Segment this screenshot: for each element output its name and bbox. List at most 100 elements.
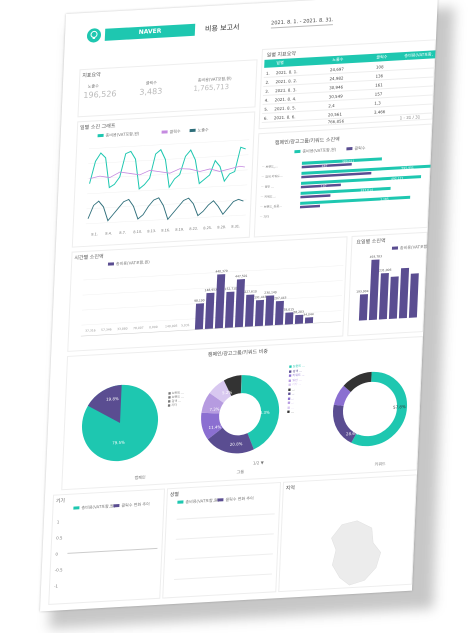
ad-group-bars-svg: ㅡ 브랜드_... ㅡ 검색 키워드... ㅡ 일반 ... ㅡ 키워드 ... ㅡ … bbox=[260, 157, 432, 220]
legend-clicks: 클릭수 bbox=[169, 128, 181, 135]
bar-label: 337,614 bbox=[360, 188, 373, 193]
weekday-bar bbox=[378, 272, 389, 320]
legend-clicks: 클릭수 변화 추이 bbox=[225, 495, 254, 503]
hourly-chart-svg: 98,100 148,953 440,379 152,710 447,501 2… bbox=[80, 265, 344, 337]
bar-cost bbox=[301, 157, 382, 165]
row-date: 2021. 8. 6. bbox=[273, 114, 296, 121]
pie-campaign: 79.5% 19.8% bbox=[81, 384, 159, 462]
pie-pager[interactable]: 1/2 ▼ bbox=[252, 459, 264, 466]
y-tick: 0.5 bbox=[56, 535, 63, 541]
donut-slice bbox=[332, 371, 408, 447]
bar-label: 193,004 bbox=[356, 289, 369, 294]
x-tick: 8.16. bbox=[161, 228, 170, 232]
row-impressions: 24,697 bbox=[329, 66, 345, 73]
pie-section-title: 캠페인/광고그룹/키워드 비중 bbox=[207, 348, 269, 359]
x-tick: 8.7. bbox=[119, 231, 126, 235]
legend-swatch-cost bbox=[107, 262, 115, 266]
bar-label: 57,346 bbox=[101, 327, 112, 332]
trend-chart-title: 일별 소진 그래프 bbox=[79, 123, 116, 132]
table-pager[interactable]: 1 - 31 / 31 bbox=[399, 114, 421, 121]
pie1-legend: ■ 브랜드 ... ■ 브랜드 ... ■ 검색 ... ■ 기타 bbox=[167, 390, 185, 408]
hour-bar bbox=[234, 278, 245, 328]
row-impressions: 20,561 bbox=[327, 111, 343, 118]
donut-label: 7.3% bbox=[209, 406, 220, 412]
col-header-date[interactable]: 일별 bbox=[276, 59, 284, 66]
bar-label: 487 bbox=[322, 164, 328, 168]
report-header: NAVER 비용 보고서 2021. 8. 1. - 2021. 8. 31. bbox=[64, 0, 438, 54]
legend-swatch-cost bbox=[97, 133, 104, 138]
kpi-title: 지표요약 bbox=[82, 72, 101, 80]
daily-table-body: 1. 2021. 8. 1. 24,697 108 2. 2021. 8. 2. 24,9… bbox=[261, 59, 437, 124]
hour-bar bbox=[294, 314, 304, 325]
page-title: 비용 보고서 bbox=[204, 23, 240, 34]
bar-label: 0,000 bbox=[149, 325, 158, 329]
legend-swatch-clicks bbox=[161, 130, 168, 134]
x-tick: 8.4. bbox=[105, 231, 112, 235]
region-panel: 지역 bbox=[278, 474, 418, 593]
weekday-bar bbox=[368, 259, 380, 321]
legend-clicks: 클릭수 변화 추이 bbox=[121, 501, 150, 508]
row-impressions: 24,982 bbox=[329, 75, 344, 82]
weekday-chart-panel: 요일별 소진액 총비용(VAT포함,원) 493,783 193,004 231… bbox=[347, 231, 434, 337]
pie-slice bbox=[87, 384, 122, 423]
x-tick: 8.1. bbox=[91, 232, 98, 236]
legend-swatch-cost bbox=[177, 500, 184, 504]
bar-label: 58,283 bbox=[293, 310, 304, 315]
hour-bar bbox=[254, 299, 265, 327]
bar-label: 227,610 bbox=[244, 289, 257, 294]
x-tick: 8.10. bbox=[133, 230, 142, 234]
row-clicks: 157 bbox=[374, 91, 383, 97]
svg-text:ㅡ 키워드 ...: ㅡ 키워드 ... bbox=[260, 193, 276, 199]
hour-bar bbox=[274, 300, 284, 326]
hour-bar bbox=[214, 274, 226, 329]
kpi-impressions-value: 196,526 bbox=[83, 89, 117, 101]
bar-label: 207,443 bbox=[274, 296, 287, 301]
col-header-clicks[interactable]: 클릭수 bbox=[376, 54, 388, 60]
bar-label: 33,880 bbox=[117, 327, 128, 332]
row-date: 2021. 8. 3. bbox=[275, 87, 297, 94]
legend-impressions: 노출수 bbox=[197, 127, 209, 133]
y-tick: -1 bbox=[53, 583, 59, 589]
hour-bar bbox=[204, 292, 215, 330]
row-impressions: 30,549 bbox=[328, 93, 343, 100]
bar-label: 493,783 bbox=[370, 254, 383, 259]
row-clicks: 3,466 bbox=[373, 109, 386, 115]
report-sheet: NAVER 비용 보고서 2021. 8. 1. - 2021. 8. 31. … bbox=[39, 0, 438, 612]
svg-text:ㅡ 브랜드_상품...: ㅡ 브랜드_상품... bbox=[260, 203, 282, 209]
bar-label: 595,951 bbox=[401, 166, 414, 171]
table-total: 766,856 bbox=[327, 118, 345, 125]
col-header-impressions[interactable]: 노출수 bbox=[332, 56, 344, 63]
ad-group-chart-title: 캠페인/광고그룹/키워드 소진액 bbox=[274, 136, 340, 147]
hour-bar bbox=[244, 294, 255, 327]
row-index: 4. bbox=[264, 97, 269, 103]
hourly-chart-panel: 시간별 소진액 총비용(VAT포함,원) bbox=[67, 236, 348, 352]
bar-cost bbox=[300, 195, 411, 205]
row-clicks: 136 bbox=[375, 73, 384, 79]
kpi-cost-value: 1,765,713 bbox=[193, 82, 230, 93]
legend-swatch-clicks bbox=[217, 498, 224, 502]
korea-map bbox=[329, 519, 382, 586]
row-date: 2021. 8. 5. bbox=[274, 105, 297, 112]
bar-label: 492,121 bbox=[391, 176, 404, 181]
bar-label: 440,379 bbox=[215, 269, 228, 274]
kpi-clicks-value: 3,483 bbox=[139, 86, 163, 97]
donut-slice bbox=[332, 371, 408, 447]
date-range-picker[interactable]: 2021. 8. 1. - 2021. 8. 31. bbox=[270, 17, 334, 29]
kpi-panel: 지표요약 노출수 196,526 클릭수 3,483 총비용(VAT포함,원) … bbox=[77, 59, 258, 118]
weekday-chart-svg: 493,783 193,004 231,006 bbox=[356, 254, 419, 321]
row-clicks: 1,3 bbox=[374, 100, 381, 106]
legend-swatch-impressions bbox=[189, 128, 196, 133]
hour-bar bbox=[194, 303, 205, 330]
bar-clicks bbox=[301, 171, 372, 179]
bar-cost bbox=[301, 164, 432, 175]
bar-clicks bbox=[300, 194, 331, 199]
pie-footer-group: 그룹 bbox=[236, 469, 245, 475]
row-clicks: 108 bbox=[375, 64, 384, 70]
map-region[interactable] bbox=[329, 519, 382, 586]
donut-label: 11.4% bbox=[208, 424, 221, 430]
bar-label: 152,710 bbox=[225, 286, 238, 291]
svg-text:ㅡ 기타: ㅡ 기타 bbox=[260, 214, 270, 220]
pie2-legend: ■ 브랜드 ... ■ 검색 ... ■ 키워드 ... ■ 일반 ... ■ … bbox=[287, 363, 306, 414]
x-tick: 8.28. bbox=[217, 225, 226, 229]
